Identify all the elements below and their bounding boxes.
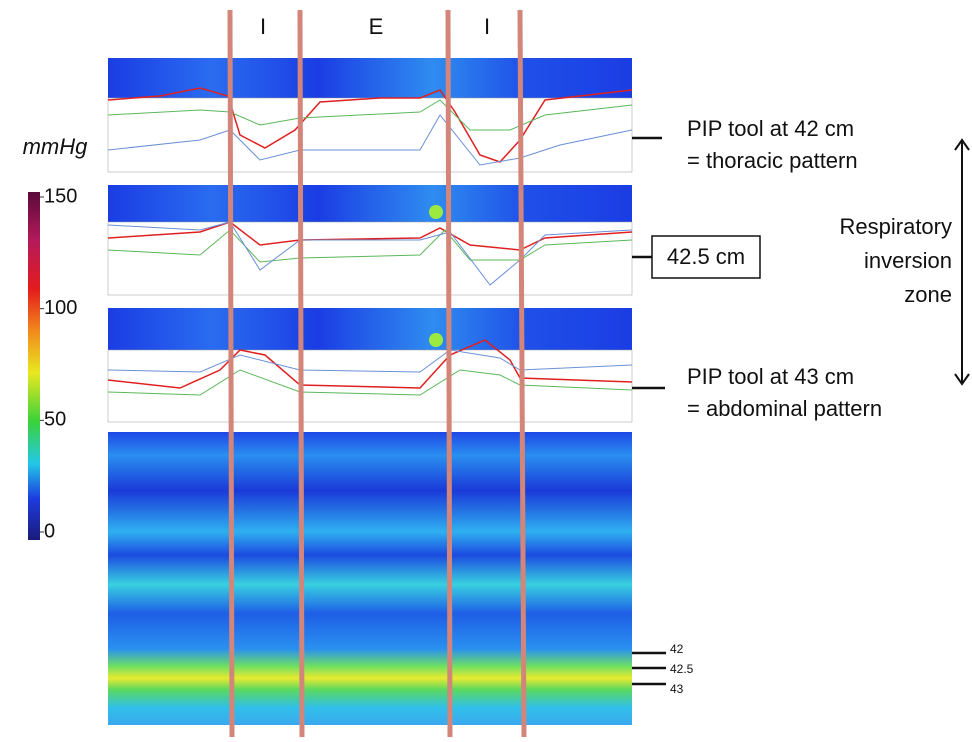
zone-label: inversion <box>864 248 952 273</box>
annotation-box <box>651 235 761 279</box>
colorbar-tick-label: 0 <box>44 520 55 542</box>
phase-label: I <box>484 14 490 39</box>
position-label: 42 <box>670 642 684 656</box>
colorbar-tick-label: 150 <box>44 185 77 207</box>
colorbar-tick-label: 100 <box>44 297 77 319</box>
phase-lines <box>227 9 527 738</box>
annotation: = abdominal pattern <box>687 396 882 421</box>
phase-label: E <box>369 14 384 39</box>
phase-label: I <box>260 14 266 39</box>
panel-1 <box>107 58 633 173</box>
unit-label: mmHg <box>23 134 89 159</box>
panel-3 <box>107 308 633 423</box>
annotation: = thoracic pattern <box>687 148 858 173</box>
annotation: 42.5 cm <box>667 244 745 269</box>
annotation: PIP tool at 42 cm <box>687 116 854 141</box>
colorbar-tick-label: 50 <box>44 409 66 431</box>
position-label: 42.5 <box>670 662 694 676</box>
position-label: 43 <box>670 682 684 696</box>
panel-2 <box>107 185 633 296</box>
zone-label: Respiratory <box>840 214 952 239</box>
leader-lines <box>632 136 666 686</box>
colorbar <box>28 192 40 540</box>
annotation: PIP tool at 43 cm <box>687 364 854 389</box>
heatmap <box>108 432 632 725</box>
zone-label: zone <box>904 282 952 307</box>
double-arrow <box>954 138 970 386</box>
